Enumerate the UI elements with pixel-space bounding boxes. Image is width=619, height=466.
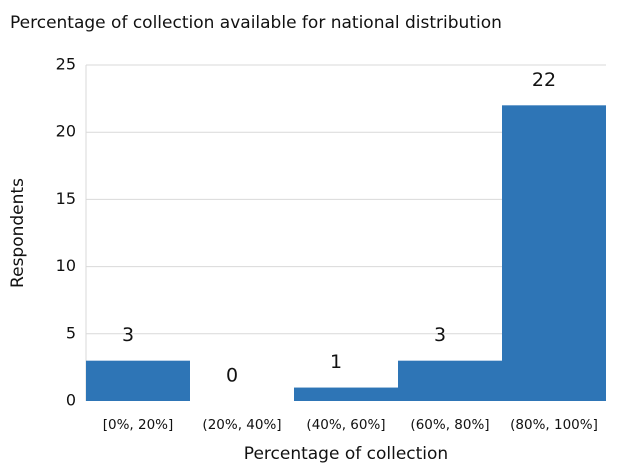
bar bbox=[294, 387, 398, 401]
x-tick-label: (20%, 40%] bbox=[202, 417, 281, 433]
y-tick-label: 15 bbox=[56, 189, 76, 208]
data-label: 1 bbox=[330, 351, 342, 373]
x-tick-label: (80%, 100%] bbox=[510, 417, 598, 433]
x-tick-label: (60%, 80%] bbox=[410, 417, 489, 433]
bar bbox=[398, 360, 502, 401]
chart-title: Percentage of collection available for n… bbox=[10, 13, 502, 33]
x-axis-label: Percentage of collection bbox=[244, 444, 448, 464]
x-tick-label: (40%, 60%] bbox=[306, 417, 385, 433]
data-label: 3 bbox=[434, 324, 446, 346]
x-tick-label: [0%, 20%] bbox=[103, 417, 174, 433]
data-label: 22 bbox=[532, 69, 556, 91]
y-tick-label: 25 bbox=[56, 55, 76, 74]
y-tick-label: 0 bbox=[66, 391, 76, 410]
data-label: 0 bbox=[226, 365, 238, 387]
data-label: 3 bbox=[122, 324, 134, 346]
y-tick-label: 20 bbox=[56, 122, 76, 141]
y-tick-label: 10 bbox=[56, 256, 76, 275]
y-axis-label: Respondents bbox=[8, 178, 28, 288]
bar bbox=[86, 360, 190, 401]
bar bbox=[502, 105, 606, 401]
y-tick-label: 5 bbox=[66, 323, 76, 342]
